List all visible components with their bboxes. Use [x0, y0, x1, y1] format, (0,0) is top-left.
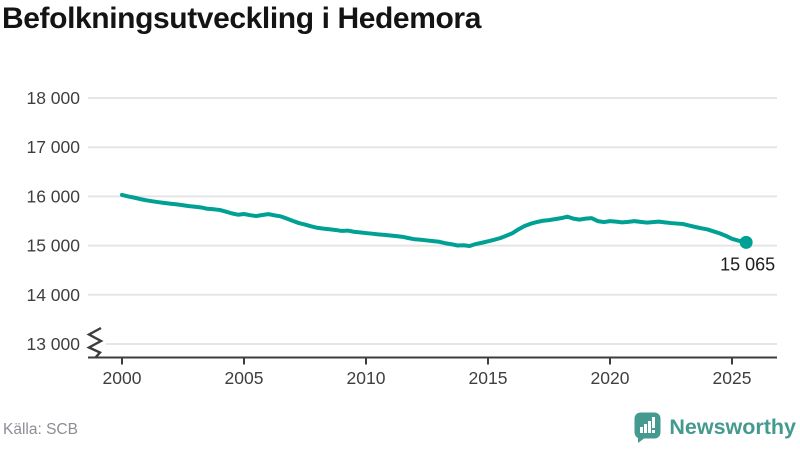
endpoint-dot	[739, 235, 753, 249]
x-axis-label: 2020	[591, 368, 630, 388]
population-line	[120, 192, 749, 248]
newsworthy-bar-chart-icon	[634, 412, 661, 443]
source-label: Källa: SCB	[3, 421, 78, 438]
x-axis-label: 2005	[225, 368, 264, 388]
x-axis-label: 2015	[469, 368, 508, 388]
y-axis-label: 16 000	[26, 186, 80, 206]
newsworthy-logo: Newsworthy	[633, 411, 796, 443]
x-axis-label: 2010	[347, 368, 386, 388]
y-axis-label: 13 000	[26, 334, 80, 354]
x-axis-label: 2025	[713, 368, 752, 388]
y-axis-label: 15 000	[26, 236, 80, 256]
endpoint-value-label: 15 065	[720, 254, 775, 274]
y-axis-label: 17 000	[26, 137, 80, 157]
x-axis-label: 2000	[103, 368, 142, 388]
axis-break-icon	[86, 326, 104, 359]
y-axis-label: 14 000	[26, 285, 80, 305]
y-axis-label: 18 000	[26, 88, 80, 108]
chart-title: Befolkningsutveckling i Hedemora	[2, 2, 481, 35]
newsworthy-wordmark: Newsworthy	[669, 414, 796, 439]
